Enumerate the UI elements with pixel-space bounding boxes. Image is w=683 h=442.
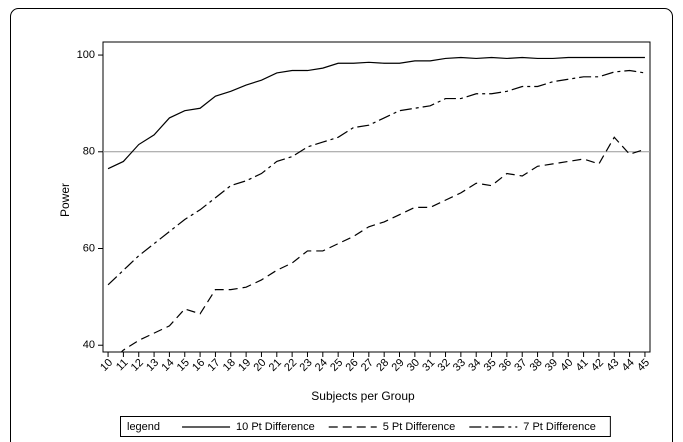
legend-title: legend xyxy=(127,421,160,433)
y-tick-label: 80 xyxy=(83,146,95,158)
y-tick-label: 60 xyxy=(83,242,95,254)
legend-label: 5 Pt Difference xyxy=(383,421,456,433)
series-line xyxy=(107,56,645,170)
legend: legend 10 Pt Difference 5 Pt Difference 7 P… xyxy=(120,416,611,437)
y-tick-label: 40 xyxy=(83,339,95,351)
plot-lines xyxy=(107,56,646,352)
x-axis-label: Subjects per Group xyxy=(311,389,415,403)
series-line xyxy=(107,69,646,286)
y-tick-label: 100 xyxy=(77,49,95,61)
outer-frame xyxy=(10,8,673,442)
y-axis-label: Power xyxy=(58,183,72,217)
legend-box xyxy=(120,416,611,437)
plot-frame xyxy=(102,41,651,353)
legend-label: 7 Pt Difference xyxy=(523,421,596,433)
legend-label: 10 Pt Difference xyxy=(236,421,315,433)
series-line xyxy=(120,136,646,352)
x-tick-label: 10 xyxy=(98,357,115,374)
x-tick-label: 45 xyxy=(635,357,652,374)
